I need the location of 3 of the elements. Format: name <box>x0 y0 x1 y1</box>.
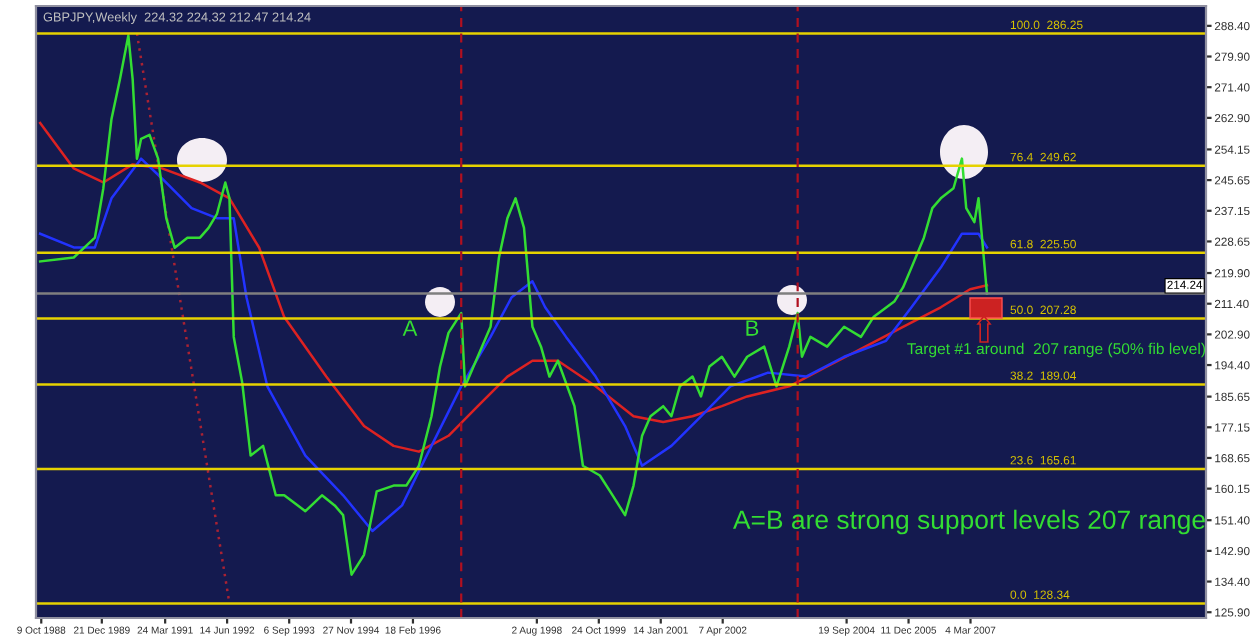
annotation: B <box>746 320 759 336</box>
annotation: A=B are strong support levels 207 range <box>732 509 1205 535</box>
annotation: A <box>402 320 418 336</box>
